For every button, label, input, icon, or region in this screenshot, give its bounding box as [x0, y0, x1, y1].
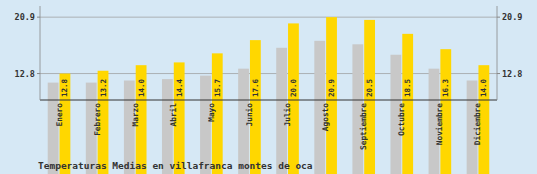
x-tick-label: Mayo	[207, 103, 216, 122]
y-tick-label: 12.8	[15, 69, 35, 79]
x-tick-label: Noviembre	[435, 103, 444, 146]
x-tick-label: Diciembre	[473, 103, 482, 146]
x-tick-label: Febrero	[93, 103, 102, 136]
bar	[326, 17, 337, 174]
data-label: 13.2	[99, 79, 108, 97]
grid-line	[40, 73, 497, 74]
y2-axis-line	[497, 6, 498, 100]
data-label: 14.0	[479, 78, 488, 97]
y2-tick	[497, 17, 500, 18]
y-tick-label: 20.9	[15, 12, 35, 22]
y2-tick	[497, 73, 500, 74]
x-tick-label: Julio	[283, 103, 292, 127]
x-tick-label: Marzo	[131, 103, 140, 127]
data-label: 14.0	[137, 78, 146, 97]
y-tick	[37, 73, 40, 74]
y2-tick-label: 20.9	[502, 12, 522, 22]
data-label: 18.5	[403, 79, 412, 97]
data-label: 20.0	[289, 78, 298, 97]
x-tick-label: Agosto	[321, 103, 330, 131]
x-tick-label: Octubre	[397, 103, 406, 136]
bar	[288, 23, 299, 174]
x-tick-label: Septiembre	[359, 103, 368, 150]
data-label: 20.5	[365, 79, 374, 97]
y2-tick-label: 12.8	[502, 69, 522, 79]
chart: 12.8 13.2 14.0 14.4 15.7 17.6 20.0 20.9 20.5 18.5…	[0, 0, 537, 174]
x-tick-label: Junio	[245, 103, 254, 127]
x-tick-label: Abril	[169, 103, 178, 127]
data-label: 14.4	[175, 78, 184, 97]
x-tick-label: Enero	[55, 103, 64, 127]
title: Temperaturas Medias en villafranca monte…	[38, 160, 313, 171]
data-label: 16.3	[441, 78, 450, 97]
data-label: 12.8	[60, 78, 69, 97]
grid-line	[40, 17, 497, 18]
data-label: 20.9	[327, 78, 336, 97]
data-label: 15.7	[213, 79, 222, 97]
x-axis-line	[40, 100, 497, 101]
data-label: 17.6	[251, 78, 260, 97]
y-tick	[37, 17, 40, 18]
y-axis-line	[40, 6, 41, 100]
background	[0, 0, 537, 174]
